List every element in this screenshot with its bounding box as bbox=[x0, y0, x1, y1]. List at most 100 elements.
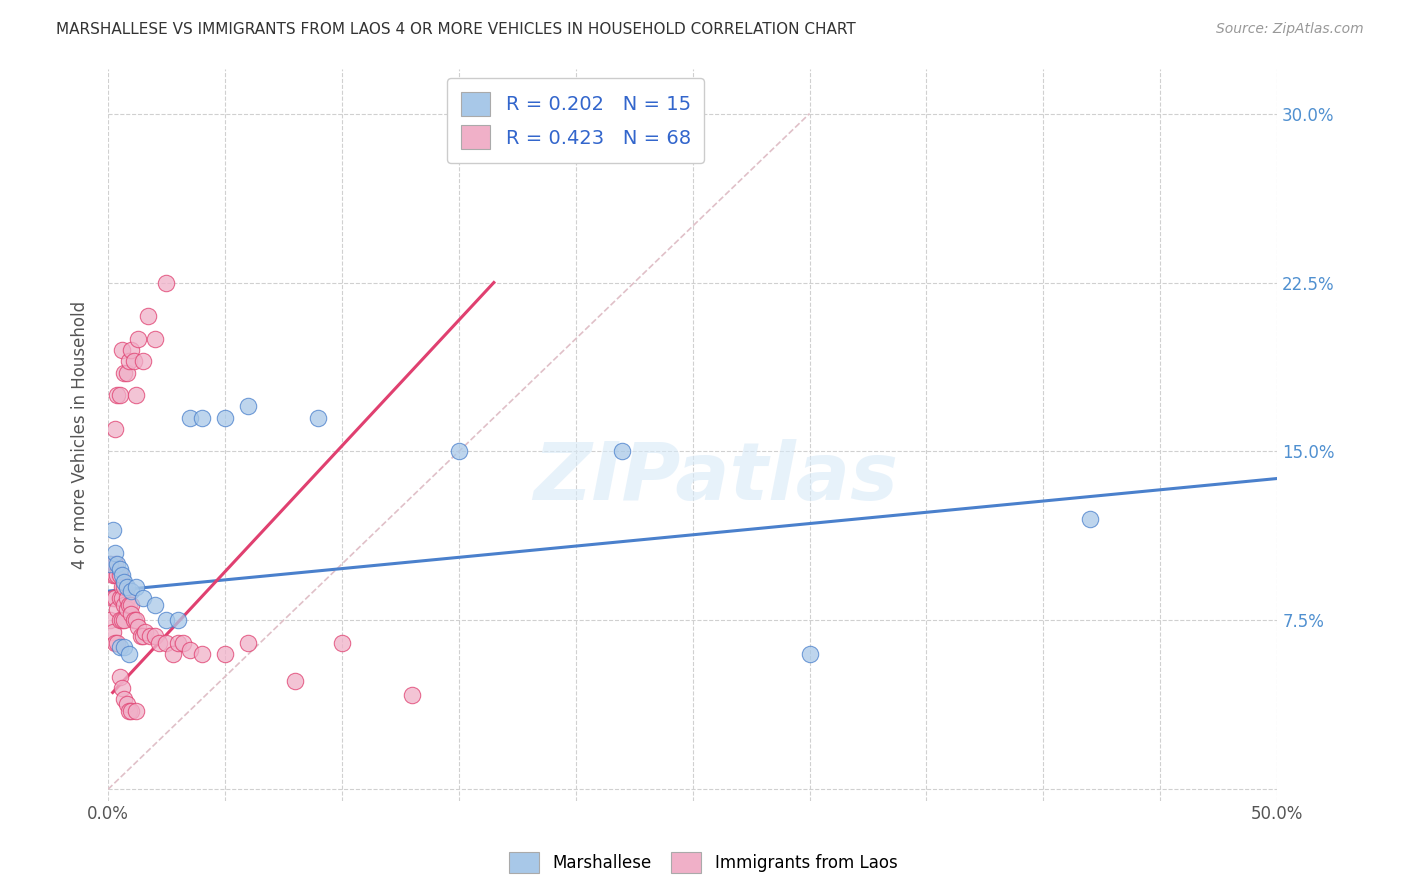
Point bbox=[136, 310, 159, 324]
Point bbox=[105, 636, 128, 650]
Point bbox=[143, 629, 166, 643]
Point bbox=[401, 688, 423, 702]
Point bbox=[120, 607, 142, 621]
Point bbox=[105, 602, 128, 616]
Point bbox=[238, 400, 260, 414]
Point bbox=[111, 681, 134, 695]
Point bbox=[284, 674, 307, 689]
Point bbox=[143, 332, 166, 346]
Point bbox=[108, 614, 131, 628]
Text: Source: ZipAtlas.com: Source: ZipAtlas.com bbox=[1216, 22, 1364, 37]
Point bbox=[112, 575, 135, 590]
Point bbox=[125, 704, 148, 718]
Point bbox=[104, 557, 127, 571]
Point bbox=[214, 410, 236, 425]
Point bbox=[190, 647, 212, 661]
Y-axis label: 4 or more Vehicles in Household: 4 or more Vehicles in Household bbox=[72, 301, 89, 568]
Point bbox=[101, 624, 124, 639]
Point bbox=[108, 388, 131, 402]
Point bbox=[98, 557, 121, 571]
Point bbox=[101, 591, 124, 605]
Point bbox=[447, 444, 470, 458]
Point bbox=[120, 584, 142, 599]
Point bbox=[167, 614, 190, 628]
Point bbox=[125, 614, 148, 628]
Point bbox=[104, 546, 127, 560]
Point bbox=[105, 568, 128, 582]
Point bbox=[120, 598, 142, 612]
Point bbox=[118, 704, 141, 718]
Point bbox=[125, 580, 148, 594]
Point bbox=[214, 647, 236, 661]
Legend: Marshallese, Immigrants from Laos: Marshallese, Immigrants from Laos bbox=[502, 846, 904, 880]
Point bbox=[118, 647, 141, 661]
Point bbox=[190, 410, 212, 425]
Point bbox=[108, 568, 131, 582]
Point bbox=[112, 692, 135, 706]
Text: MARSHALLESE VS IMMIGRANTS FROM LAOS 4 OR MORE VEHICLES IN HOUSEHOLD CORRELATION : MARSHALLESE VS IMMIGRANTS FROM LAOS 4 OR… bbox=[56, 22, 856, 37]
Point bbox=[155, 636, 177, 650]
Point bbox=[104, 591, 127, 605]
Point bbox=[167, 636, 190, 650]
Point bbox=[162, 647, 184, 661]
Point bbox=[308, 410, 330, 425]
Point bbox=[105, 557, 128, 571]
Text: ZIPatlas: ZIPatlas bbox=[533, 440, 898, 517]
Point bbox=[112, 580, 135, 594]
Point bbox=[112, 640, 135, 655]
Point bbox=[132, 591, 155, 605]
Point bbox=[122, 614, 145, 628]
Point bbox=[98, 557, 121, 571]
Point bbox=[108, 670, 131, 684]
Point bbox=[111, 591, 134, 605]
Point bbox=[104, 568, 127, 582]
Point bbox=[179, 410, 201, 425]
Point bbox=[132, 354, 155, 368]
Point bbox=[115, 602, 138, 616]
Point bbox=[132, 629, 155, 643]
Point bbox=[105, 388, 128, 402]
Point bbox=[115, 366, 138, 380]
Point bbox=[799, 647, 821, 661]
Point bbox=[122, 354, 145, 368]
Point bbox=[111, 580, 134, 594]
Point bbox=[115, 580, 138, 594]
Point bbox=[104, 636, 127, 650]
Point bbox=[112, 366, 135, 380]
Point bbox=[101, 524, 124, 538]
Point bbox=[118, 354, 141, 368]
Point bbox=[112, 598, 135, 612]
Legend: R = 0.202   N = 15, R = 0.423   N = 68: R = 0.202 N = 15, R = 0.423 N = 68 bbox=[447, 78, 704, 162]
Point bbox=[112, 614, 135, 628]
Point bbox=[111, 614, 134, 628]
Point bbox=[134, 624, 156, 639]
Point bbox=[139, 629, 162, 643]
Point bbox=[108, 591, 131, 605]
Point bbox=[127, 620, 149, 634]
Point bbox=[127, 332, 149, 346]
Point bbox=[120, 343, 142, 357]
Point bbox=[238, 636, 260, 650]
Point bbox=[111, 568, 134, 582]
Point bbox=[179, 642, 201, 657]
Point bbox=[104, 422, 127, 436]
Point bbox=[120, 704, 142, 718]
Point bbox=[172, 636, 194, 650]
Point bbox=[111, 343, 134, 357]
Point bbox=[143, 598, 166, 612]
Point bbox=[98, 614, 121, 628]
Point bbox=[129, 629, 152, 643]
Point bbox=[148, 636, 170, 650]
Point bbox=[115, 591, 138, 605]
Point bbox=[330, 636, 353, 650]
Point bbox=[101, 568, 124, 582]
Point bbox=[125, 388, 148, 402]
Point bbox=[108, 561, 131, 575]
Point bbox=[155, 614, 177, 628]
Point bbox=[155, 276, 177, 290]
Point bbox=[108, 640, 131, 655]
Point bbox=[118, 598, 141, 612]
Point bbox=[115, 697, 138, 711]
Point bbox=[1078, 512, 1101, 526]
Point bbox=[612, 444, 634, 458]
